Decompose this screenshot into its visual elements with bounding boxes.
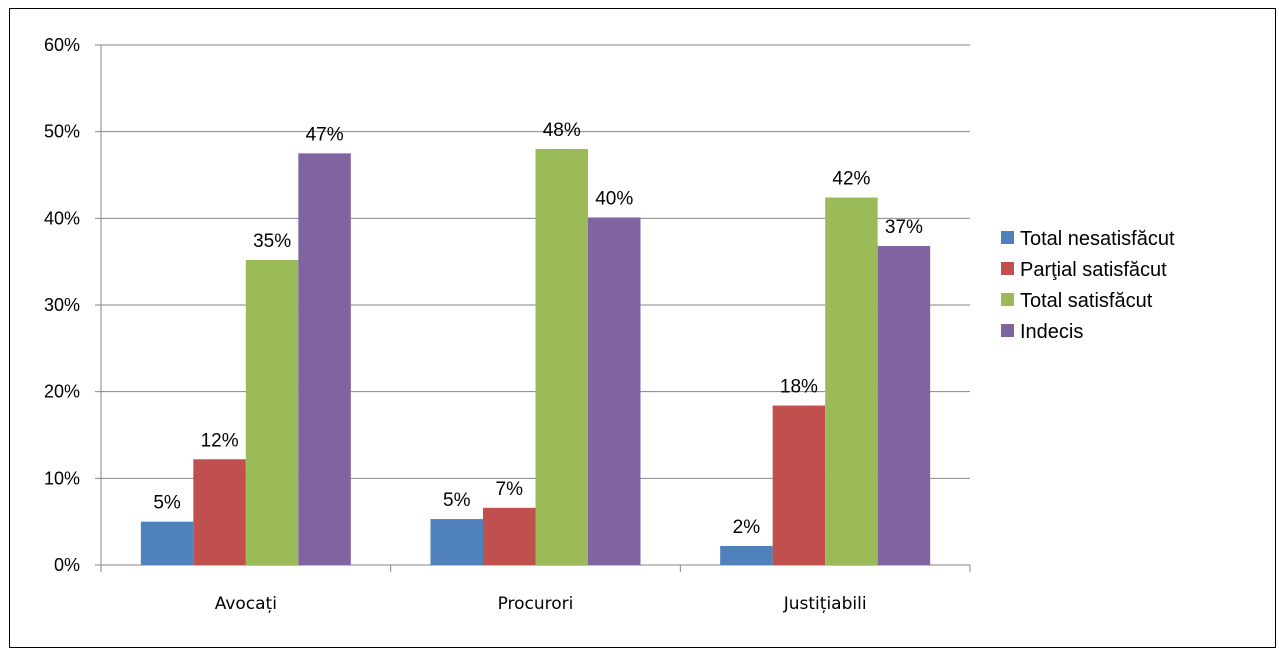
data-label: 47% — [306, 124, 344, 145]
bar — [720, 545, 773, 565]
data-label: 18% — [780, 377, 818, 398]
legend-label: Total nesatisfăcut — [1020, 228, 1175, 250]
legend-swatch — [1001, 231, 1014, 244]
legend-label: Total satisfăcut — [1020, 290, 1153, 312]
data-label: 42% — [832, 169, 870, 190]
data-label: 5% — [153, 493, 181, 514]
data-label: 12% — [201, 430, 239, 451]
bar — [588, 217, 641, 565]
legend-label: Indecis — [1020, 321, 1083, 343]
y-tick-label: 20% — [44, 382, 80, 402]
legend-label: Parţial satisfăcut — [1020, 259, 1167, 281]
bar — [430, 519, 483, 565]
data-label: 37% — [885, 217, 923, 238]
x-category-label: Justițiabili — [783, 594, 867, 614]
legend-swatch — [1001, 293, 1014, 306]
x-category-label: Avocați — [215, 594, 277, 614]
data-label: 40% — [595, 188, 633, 209]
bar-chart: 0% 10% 20% 30% 40% 50% 60% Avocați 5% 12% 35% 47% Pr… — [44, 35, 1175, 614]
y-tick-label: 60% — [44, 35, 80, 55]
data-label: 5% — [443, 490, 471, 511]
bar — [535, 149, 588, 565]
bar — [193, 459, 246, 565]
bar — [772, 405, 826, 565]
bar — [483, 507, 536, 565]
data-label: 2% — [733, 517, 761, 538]
y-tick-label: 50% — [44, 122, 80, 142]
legend-swatch — [1001, 262, 1014, 275]
bar — [140, 521, 194, 565]
y-tick-label: 10% — [44, 468, 80, 488]
bar — [245, 259, 299, 565]
bar — [877, 246, 931, 566]
y-tick-label: 30% — [44, 295, 80, 315]
bar — [825, 197, 878, 566]
y-tick-label: 40% — [44, 208, 80, 228]
data-label: 35% — [253, 231, 291, 252]
data-label: 7% — [496, 479, 524, 500]
data-label: 48% — [543, 120, 581, 141]
bar — [298, 153, 351, 566]
legend-swatch — [1001, 324, 1014, 337]
x-category-label: Procurori — [498, 594, 574, 614]
y-tick-label: 0% — [54, 555, 80, 575]
